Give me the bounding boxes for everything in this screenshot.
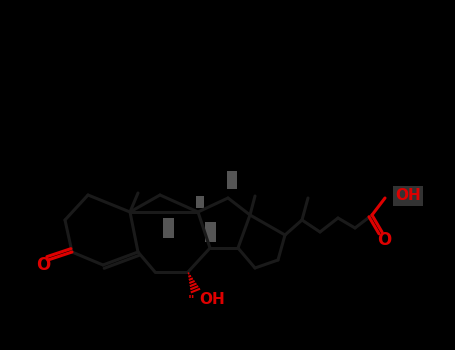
Text: ": ": [187, 294, 194, 307]
Text: OH: OH: [395, 189, 421, 203]
Bar: [227, 171, 237, 189]
Bar: [162, 218, 173, 238]
Text: O: O: [377, 231, 391, 249]
Bar: [204, 222, 216, 242]
Text: OH: OH: [199, 293, 225, 308]
Bar: [196, 196, 204, 208]
Text: O: O: [36, 256, 50, 274]
